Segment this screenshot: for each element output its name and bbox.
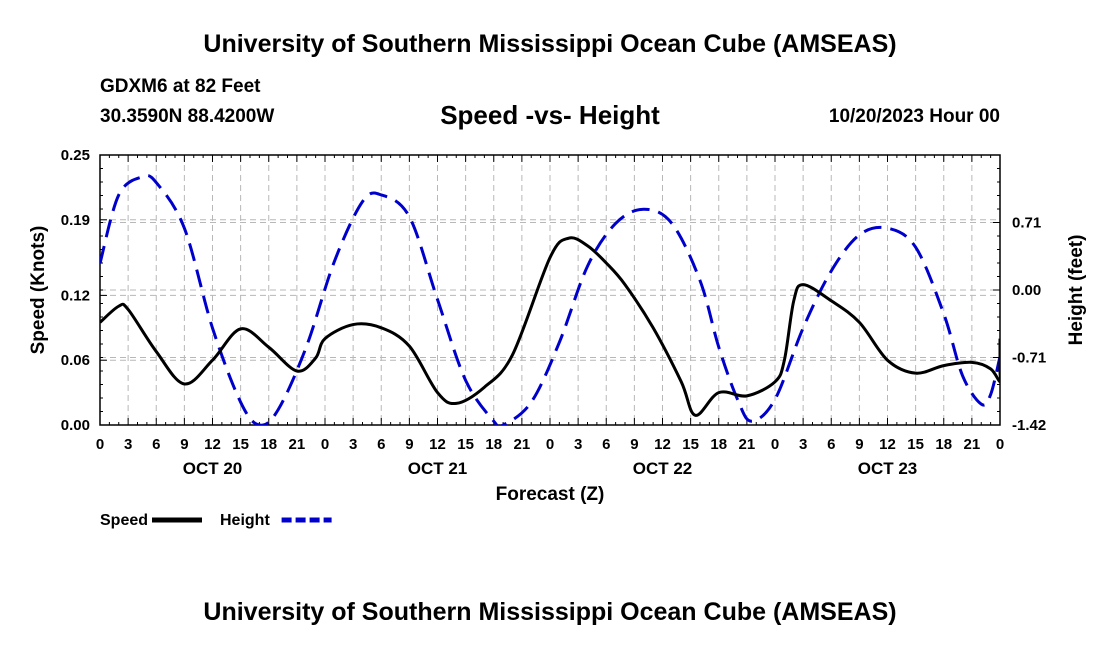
y-left-tick-label: 0.19 (61, 212, 90, 229)
day-label: OCT 21 (408, 459, 468, 478)
footer-title: University of Southern Mississippi Ocean… (203, 598, 897, 626)
y-left-tick-label: 0.25 (61, 147, 90, 164)
y-right-tick-label: 0.71 (1012, 215, 1041, 232)
height-series-line (100, 174, 1000, 425)
x-tick-label: 15 (457, 436, 474, 453)
x-tick-label: 6 (827, 436, 835, 453)
day-label: OCT 20 (183, 459, 243, 478)
x-tick-label: 0 (96, 436, 104, 453)
x-tick-label: 0 (771, 436, 779, 453)
x-tick-label: 6 (377, 436, 385, 453)
x-tick-label: 12 (429, 436, 446, 453)
x-tick-label: 0 (546, 436, 554, 453)
x-tick-label: 21 (739, 436, 756, 453)
x-tick-label: 9 (855, 436, 863, 453)
x-tick-label: 3 (574, 436, 582, 453)
y-right-axis-label: Height (feet) (1066, 235, 1087, 346)
x-tick-label: 12 (879, 436, 896, 453)
day-label: OCT 23 (858, 459, 918, 478)
chart-subtitle: Speed -vs- Height (440, 100, 660, 130)
x-tick-label: 12 (204, 436, 221, 453)
x-tick-label: 3 (799, 436, 807, 453)
x-tick-label: 9 (630, 436, 638, 453)
main-title: University of Southern Mississippi Ocean… (203, 30, 897, 58)
x-tick-label: 3 (124, 436, 132, 453)
x-tick-label: 3 (349, 436, 357, 453)
y-left-tick-label: 0.00 (61, 417, 90, 434)
x-tick-label: 9 (180, 436, 188, 453)
legend-label-height: Height (220, 512, 270, 529)
x-tick-label: 6 (152, 436, 160, 453)
x-axis-label: Forecast (Z) (496, 484, 605, 505)
y-right-tick-label: -0.71 (1012, 350, 1046, 367)
x-tick-label: 15 (907, 436, 924, 453)
x-tick-label: 18 (935, 436, 952, 453)
x-tick-label: 18 (710, 436, 727, 453)
legend-label-speed: Speed (100, 512, 148, 529)
x-tick-label: 6 (602, 436, 610, 453)
y-left-tick-label: 0.06 (61, 352, 90, 369)
coordinates-label: 30.3590N 88.4200W (100, 106, 275, 127)
x-tick-label: 15 (682, 436, 699, 453)
y-right-tick-label: 0.00 (1012, 282, 1041, 299)
x-tick-label: 21 (289, 436, 306, 453)
x-tick-label: 0 (996, 436, 1004, 453)
day-label: OCT 22 (633, 459, 693, 478)
x-tick-label: 12 (654, 436, 671, 453)
x-tick-label: 18 (485, 436, 502, 453)
station-label: GDXM6 at 82 Feet (100, 76, 261, 97)
forecast-datestamp: 10/20/2023 Hour 00 (828, 106, 1000, 127)
x-tick-label: 21 (964, 436, 981, 453)
speed-series-line (100, 236, 1000, 417)
grid (100, 155, 1000, 425)
x-tick-label: 0 (321, 436, 329, 453)
x-tick-label: 15 (232, 436, 249, 453)
y-right-tick-label: -1.42 (1012, 417, 1046, 434)
x-tick-label: 18 (260, 436, 277, 453)
y-left-tick-label: 0.12 (61, 287, 90, 304)
x-tick-label: 9 (405, 436, 413, 453)
legend: Speed Height (100, 512, 332, 529)
y-left-axis-label: Speed (Knots) (28, 226, 49, 355)
x-tick-label: 21 (514, 436, 531, 453)
